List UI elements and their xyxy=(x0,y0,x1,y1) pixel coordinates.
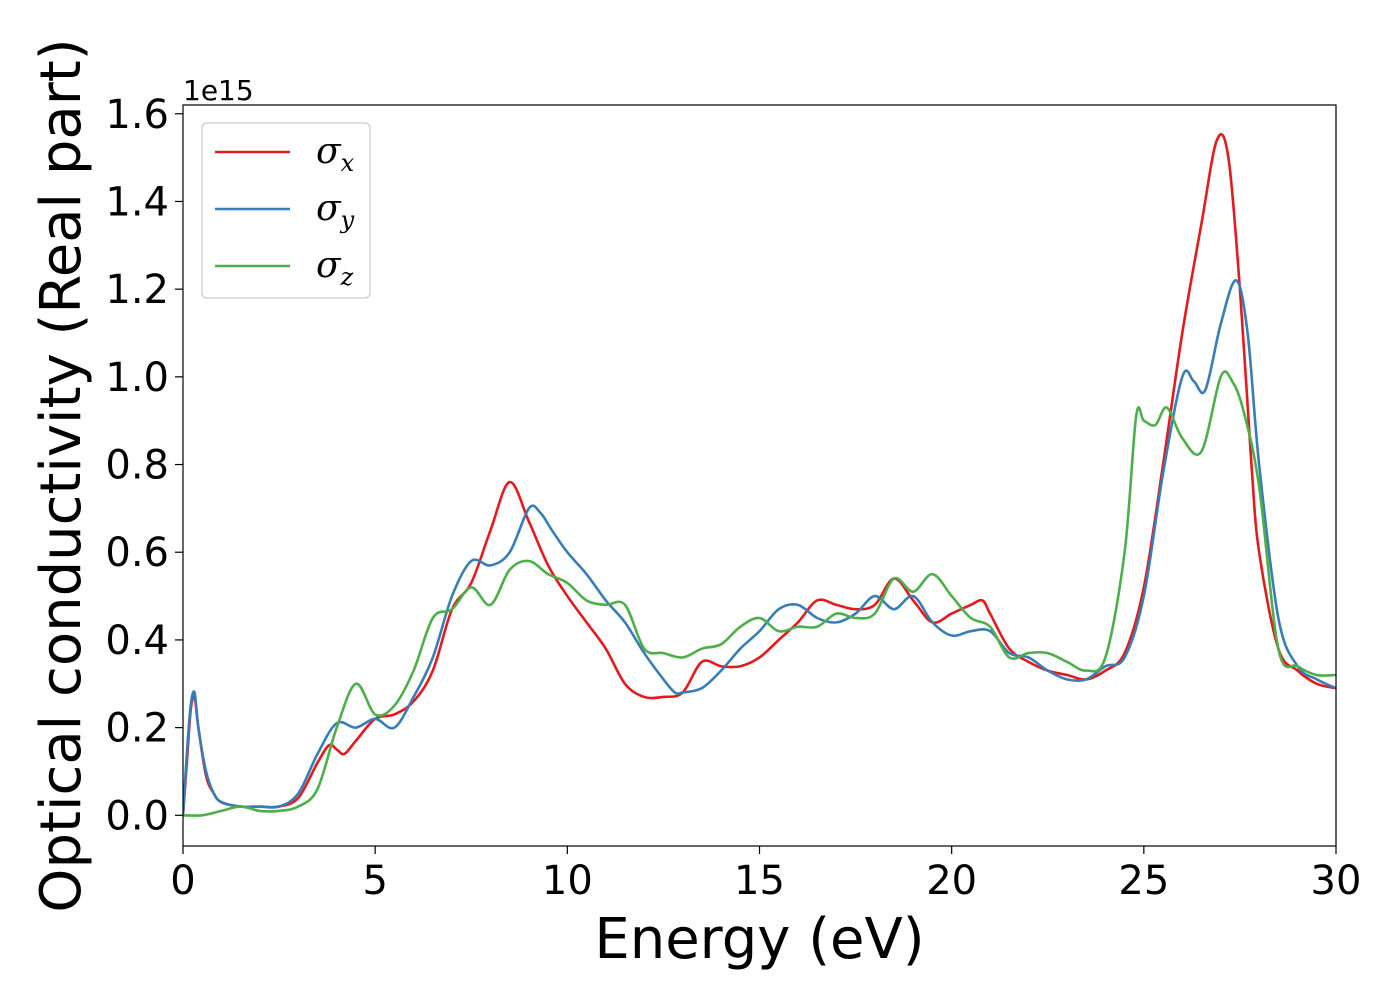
x-tick-label: 0 xyxy=(170,858,195,904)
x-tick-label: 20 xyxy=(926,858,977,904)
legend-subscript: y xyxy=(340,206,355,234)
y-tick-label: 0.2 xyxy=(105,706,169,752)
x-axis-label: Energy (eV) xyxy=(594,907,924,972)
y-axis-label: Optical conductivity (Real part) xyxy=(29,38,94,912)
x-tick-label: 15 xyxy=(734,858,785,904)
y-tick-label: 1.2 xyxy=(105,267,169,313)
legend-subscript: z xyxy=(340,263,354,291)
series-line-sigma-y xyxy=(183,279,1336,816)
y-tick-label: 1.4 xyxy=(105,179,169,225)
y-tick-label: 0.0 xyxy=(105,793,169,839)
series-line-sigma-x xyxy=(183,132,1336,816)
series-lines xyxy=(183,132,1336,817)
y-axis-offset-label: 1e15 xyxy=(183,74,254,107)
x-axis-ticks: 0 5 10 15 20 25 30 xyxy=(170,846,1361,904)
x-tick-label: 30 xyxy=(1311,858,1362,904)
y-tick-label: 1.6 xyxy=(105,92,169,138)
legend-box xyxy=(201,122,371,299)
y-tick-label: 1.0 xyxy=(105,355,169,401)
y-axis-ticks: 0.0 0.2 0.4 0.6 0.8 1.0 1.2 1.4 1.6 xyxy=(105,92,183,839)
series-line-sigma-z xyxy=(183,370,1336,817)
legend-label-sigma-x: σx xyxy=(316,131,355,177)
legend-subscript: x xyxy=(341,149,355,177)
x-tick-label: 10 xyxy=(542,858,593,904)
x-tick-label: 5 xyxy=(362,858,387,904)
y-tick-label: 0.6 xyxy=(105,530,169,576)
x-tick-label: 25 xyxy=(1118,858,1169,904)
y-tick-label: 0.8 xyxy=(105,443,169,489)
y-tick-label: 0.4 xyxy=(105,618,169,664)
